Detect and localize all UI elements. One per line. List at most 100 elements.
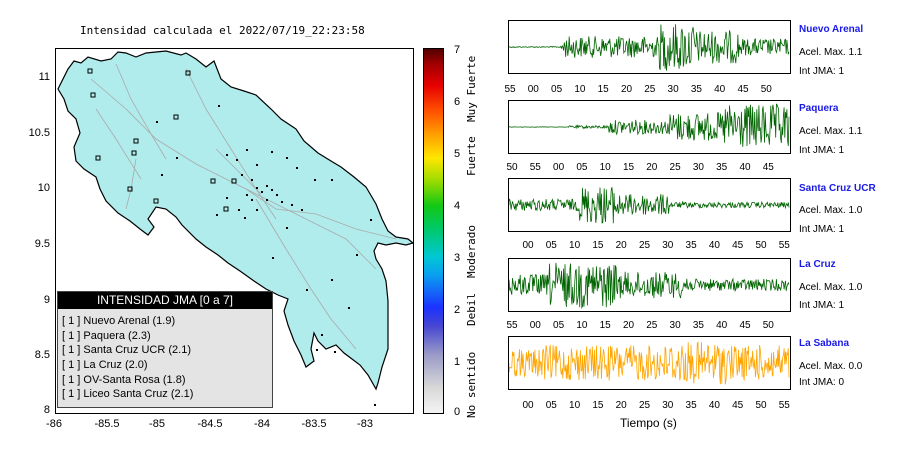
- time-tick-label: 05: [545, 400, 557, 411]
- time-tick-label: 25: [646, 320, 658, 331]
- small-station-markers: [156, 105, 376, 406]
- scale-word: Muy Fuerte: [465, 55, 478, 122]
- station-name: La Sabana: [799, 338, 850, 349]
- station-accel: Acel. Max. 1.1: [799, 47, 863, 58]
- scale-tick: 0: [454, 406, 461, 418]
- y-tick: 11: [38, 71, 50, 83]
- scale-word: Moderado: [465, 225, 478, 278]
- time-tick-label: 15: [622, 162, 635, 173]
- time-tick-label: 40: [708, 400, 720, 411]
- station-name: La Cruz: [799, 259, 836, 270]
- time-tick-label: 55: [529, 162, 541, 173]
- station-name: Paquera: [799, 103, 839, 114]
- scale-tick: 3: [454, 252, 461, 264]
- time-tick-label: 55: [778, 400, 790, 411]
- time-tick-label: 20: [615, 400, 627, 411]
- intensity-color-scale: [423, 48, 444, 414]
- waveform: [509, 24, 790, 71]
- time-tick-label: 35: [685, 400, 697, 411]
- station-name: Santa Cruz UCR: [799, 183, 876, 194]
- scale-tick: 4: [454, 200, 461, 212]
- legend-item: [ 1 ] Liceo Santa Cruz (2.1): [62, 388, 194, 401]
- time-tick-label: 00: [527, 84, 539, 95]
- time-tick-label: 45: [739, 320, 751, 331]
- legend-item: [ 1 ] Paquera (2.3): [62, 329, 151, 342]
- time-tick-label: 10: [576, 320, 588, 331]
- time-tick-label: 30: [692, 162, 704, 173]
- time-tick-label: 00: [522, 400, 534, 411]
- time-tick-label: 10: [569, 400, 581, 411]
- time-tick-label: 15: [599, 320, 611, 331]
- time-tick-label: 15: [597, 84, 609, 95]
- time-tick-label: 20: [620, 84, 633, 95]
- time-tick-label: 55: [778, 240, 790, 251]
- time-tick-label: 35: [692, 320, 704, 331]
- legend-title: INTENSIDAD JMA [0 a 7]: [58, 292, 272, 309]
- time-tick-label: 20: [615, 240, 627, 251]
- time-tick-label: 15: [592, 400, 604, 411]
- x-tick: -86: [46, 418, 62, 430]
- x-tick: -83: [357, 418, 373, 430]
- waveform-trace: [509, 187, 790, 224]
- time-tick-label: 35: [716, 162, 728, 173]
- waveform: [509, 103, 790, 147]
- scale-tick: 5: [454, 148, 461, 160]
- station-jma: Int JMA: 0: [799, 377, 845, 388]
- legend-item: [ 1 ] Nuevo Arenal (1.9): [62, 315, 176, 327]
- time-tick-label: 50: [755, 400, 767, 411]
- time-tick-label: 00: [522, 240, 534, 251]
- y-tick: 10.5: [28, 127, 50, 139]
- time-tick-label: 45: [762, 162, 774, 173]
- time-tick-label: 55: [504, 84, 516, 95]
- time-tick-label: 45: [732, 240, 744, 251]
- time-tick-label: 10: [574, 84, 586, 95]
- time-tick-label: 35: [685, 240, 697, 251]
- time-tick-label: 45: [737, 84, 749, 95]
- time-tick-label: 55: [506, 320, 518, 331]
- station-jma: Int JMA: 1: [799, 145, 845, 156]
- scale-word: No sentido: [465, 351, 478, 418]
- time-tick-label: 00: [553, 162, 565, 173]
- x-tick: -83.5: [301, 418, 327, 430]
- y-tick: 9.5: [34, 238, 50, 250]
- map-title: Intensidad calculada el 2022/07/19_22:23…: [80, 24, 365, 37]
- waveform-panel: [508, 100, 791, 154]
- station-markers: [87, 68, 237, 212]
- station-jma: Int JMA: 1: [799, 300, 845, 311]
- time-tick-label: 00: [529, 320, 541, 331]
- time-tick-label: 40: [714, 84, 726, 95]
- scale-word: Fuerte: [465, 136, 478, 176]
- x-tick: -84: [254, 418, 270, 430]
- waveform: [509, 187, 790, 224]
- time-tick-label: 35: [690, 84, 702, 95]
- time-tick-label: 30: [669, 320, 681, 331]
- station-accel: Acel. Max. 1.0: [799, 282, 863, 293]
- time-tick-label: 50: [760, 84, 772, 95]
- scale-tick: 7: [454, 44, 461, 56]
- waveform-panel: [508, 258, 791, 312]
- waveform-trace: [509, 24, 790, 71]
- time-tick-label: 10: [599, 162, 611, 173]
- time-tick-label: 50: [755, 240, 767, 251]
- y-tick: 10: [37, 182, 50, 194]
- scale-tick: 1: [454, 356, 461, 368]
- time-tick-label: 05: [545, 240, 557, 251]
- costa-rica-map: [57, 50, 413, 406]
- time-tick-label: 20: [622, 320, 635, 331]
- y-tick: 8: [43, 404, 50, 416]
- waveform: [509, 262, 790, 310]
- waveform-trace: [509, 103, 790, 147]
- waveform-panel: [508, 20, 791, 74]
- waveform-panel: [508, 178, 791, 232]
- y-tick: 8.5: [34, 349, 50, 361]
- time-tick-label: 50: [506, 162, 518, 173]
- legend-item: [ 1 ] La Cruz (2.0): [62, 359, 148, 372]
- time-tick-label: 25: [669, 162, 681, 173]
- waveform: [509, 341, 790, 385]
- legend-item: [ 1 ] OV-Santa Rosa (1.8): [62, 373, 186, 386]
- time-tick-label: 25: [638, 240, 651, 251]
- x-tick: -84.5: [197, 418, 223, 430]
- legend-item: [ 1 ] Santa Cruz UCR (2.1): [62, 344, 191, 357]
- x-tick: -85: [149, 418, 165, 430]
- station-jma: Int JMA: 1: [799, 66, 845, 77]
